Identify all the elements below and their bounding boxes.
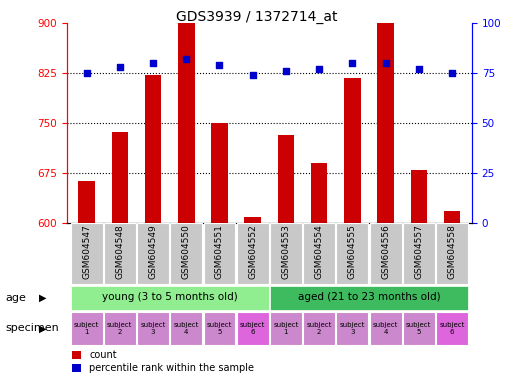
Bar: [244, 217, 261, 223]
Bar: [337, 312, 368, 345]
Text: GSM604548: GSM604548: [115, 225, 124, 279]
Text: subject
1: subject 1: [74, 322, 100, 335]
Text: subject
4: subject 4: [173, 322, 199, 335]
Bar: [370, 312, 402, 345]
Bar: [303, 223, 335, 284]
Text: GSM604558: GSM604558: [447, 225, 457, 280]
Bar: [237, 312, 269, 345]
Bar: [344, 78, 361, 223]
Bar: [436, 312, 468, 345]
Text: GSM604554: GSM604554: [314, 225, 324, 279]
Bar: [145, 75, 162, 223]
Bar: [170, 312, 202, 345]
Text: subject
3: subject 3: [141, 322, 166, 335]
Text: GSM604550: GSM604550: [182, 225, 191, 280]
Text: subject
3: subject 3: [340, 322, 365, 335]
Text: subject
1: subject 1: [273, 322, 299, 335]
Bar: [370, 223, 402, 284]
Bar: [303, 312, 335, 345]
Bar: [178, 23, 194, 223]
Bar: [403, 223, 435, 284]
Text: subject
6: subject 6: [240, 322, 265, 335]
Point: [116, 64, 124, 70]
Bar: [111, 132, 128, 223]
Bar: [410, 170, 427, 223]
Bar: [337, 223, 368, 284]
Bar: [377, 23, 394, 223]
Bar: [104, 223, 136, 284]
Bar: [204, 223, 235, 284]
Text: subject
2: subject 2: [306, 322, 332, 335]
Bar: [104, 312, 136, 345]
Bar: [78, 182, 95, 223]
Bar: [270, 312, 302, 345]
Text: aged (21 to 23 months old): aged (21 to 23 months old): [298, 292, 440, 302]
Text: GSM604549: GSM604549: [149, 225, 157, 279]
Point: [215, 62, 224, 68]
Legend: count, percentile rank within the sample: count, percentile rank within the sample: [71, 351, 254, 373]
Text: subject
5: subject 5: [406, 322, 431, 335]
Point: [348, 60, 357, 66]
Text: subject
6: subject 6: [439, 322, 465, 335]
Text: GSM604547: GSM604547: [82, 225, 91, 279]
Text: GSM604552: GSM604552: [248, 225, 257, 279]
Bar: [237, 223, 269, 284]
Bar: [71, 312, 103, 345]
Bar: [137, 223, 169, 284]
Point: [448, 70, 456, 76]
Point: [282, 68, 290, 74]
Text: GSM604553: GSM604553: [282, 225, 290, 280]
Bar: [403, 312, 435, 345]
Bar: [270, 286, 468, 310]
Text: young (3 to 5 months old): young (3 to 5 months old): [102, 292, 238, 302]
Bar: [278, 135, 294, 223]
Bar: [270, 223, 302, 284]
Bar: [137, 312, 169, 345]
Text: subject
5: subject 5: [207, 322, 232, 335]
Point: [315, 66, 323, 72]
Point: [249, 72, 257, 78]
Text: ▶: ▶: [38, 323, 46, 333]
Bar: [204, 312, 235, 345]
Text: GSM604555: GSM604555: [348, 225, 357, 280]
Text: subject
2: subject 2: [107, 322, 132, 335]
Point: [382, 60, 390, 66]
Text: GDS3939 / 1372714_at: GDS3939 / 1372714_at: [176, 10, 337, 23]
Text: subject
4: subject 4: [373, 322, 398, 335]
Text: GSM604556: GSM604556: [381, 225, 390, 280]
Text: GSM604557: GSM604557: [415, 225, 423, 280]
Bar: [436, 223, 468, 284]
Point: [182, 56, 190, 62]
Text: age: age: [5, 293, 26, 303]
Bar: [311, 163, 327, 223]
Text: GSM604551: GSM604551: [215, 225, 224, 280]
Bar: [170, 223, 202, 284]
Point: [149, 60, 157, 66]
Bar: [211, 123, 228, 223]
Bar: [71, 223, 103, 284]
Text: ▶: ▶: [38, 293, 46, 303]
Point: [415, 66, 423, 72]
Bar: [444, 212, 460, 223]
Point: [83, 70, 91, 76]
Text: specimen: specimen: [5, 323, 59, 333]
Bar: [71, 286, 269, 310]
